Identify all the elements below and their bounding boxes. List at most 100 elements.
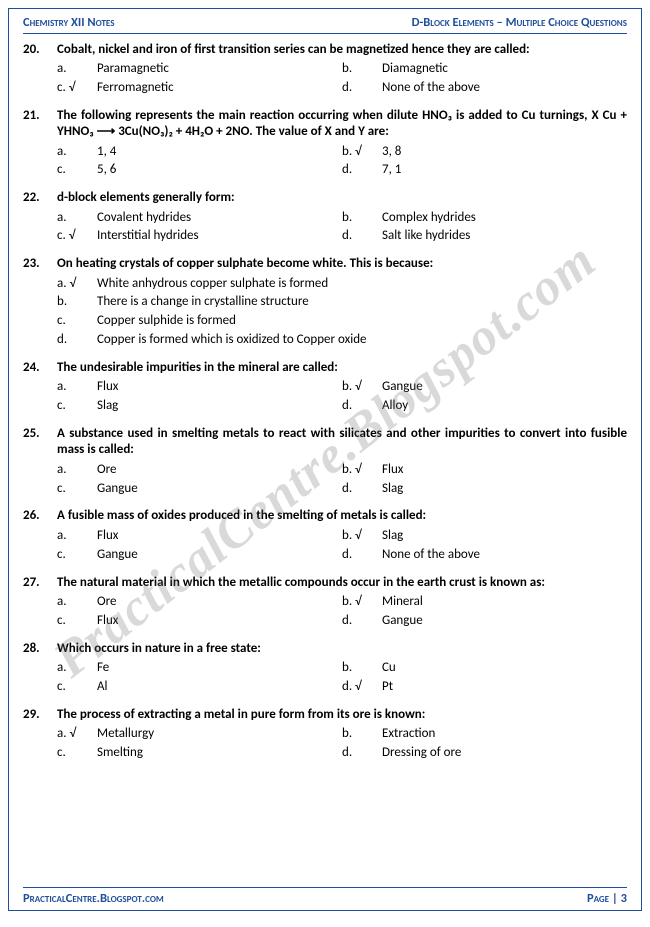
question-text: Which occurs in nature in a free state:	[57, 641, 627, 657]
question: 26.A fusible mass of oxides produced in …	[23, 508, 627, 563]
option-text: Alloy	[382, 398, 627, 415]
option-label: c.	[57, 613, 97, 630]
option-text: Dressing of ore	[382, 745, 627, 762]
option-label: b.	[342, 61, 382, 78]
option-label: c.	[57, 745, 97, 762]
option-label: d.	[342, 228, 382, 245]
option-label: a. √	[57, 726, 97, 743]
option-text: Mineral	[382, 594, 627, 611]
option: c.Copper sulphide is formed	[57, 313, 627, 330]
question-text: The natural material in which the metall…	[57, 575, 627, 591]
option-label: a.	[57, 660, 97, 677]
option: d.None of the above	[342, 80, 627, 97]
option: a. √Metallurgy	[57, 726, 342, 743]
question-number: 21.	[23, 108, 57, 179]
question-text: The undesirable impurities in the minera…	[57, 360, 627, 376]
page-frame: Chemistry XII Notes D-Block Elements – M…	[8, 8, 642, 911]
option: c.Flux	[57, 613, 342, 630]
option: c.Smelting	[57, 745, 342, 762]
option-text: 1, 4	[97, 144, 342, 161]
option-text: Ferromagnetic	[97, 80, 342, 97]
footer-right: Page | 3	[587, 891, 627, 906]
option-label: b. √	[342, 528, 382, 545]
question-text: Cobalt, nickel and iron of first transit…	[57, 42, 627, 58]
question-body: The process of extracting a metal in pur…	[57, 707, 627, 762]
option-label: c. √	[57, 228, 97, 245]
option: b. √Flux	[342, 462, 627, 479]
option: d.Gangue	[342, 613, 627, 630]
options-grid: a. √White anhydrous copper sulphate is f…	[57, 276, 627, 350]
question-body: Cobalt, nickel and iron of first transit…	[57, 42, 627, 97]
question: 28.Which occurs in nature in a free stat…	[23, 641, 627, 696]
option-text: There is a change in crystalline structu…	[97, 294, 627, 311]
option-label: b. √	[342, 594, 382, 611]
question-text: On heating crystals of copper sulphate b…	[57, 256, 627, 272]
question-number: 27.	[23, 575, 57, 630]
option-text: Cu	[382, 660, 627, 677]
option-text: Copper sulphide is formed	[97, 313, 627, 330]
option: d.Salt like hydrides	[342, 228, 627, 245]
option: c. √Ferromagnetic	[57, 80, 342, 97]
option: b.Extraction	[342, 726, 627, 743]
option-text: Diamagnetic	[382, 61, 627, 78]
option-label: d.	[342, 745, 382, 762]
question-number: 25.	[23, 426, 57, 497]
options-grid: a.Fluxb. √Ganguec.Slagd.Alloy	[57, 379, 627, 415]
question-number: 26.	[23, 508, 57, 563]
question-body: Which occurs in nature in a free state: a…	[57, 641, 627, 696]
question-text: A fusible mass of oxides produced in the…	[57, 508, 627, 524]
option-text: White anhydrous copper sulphate is forme…	[97, 276, 627, 293]
option-text: 5, 6	[97, 162, 342, 179]
option-label: d.	[342, 547, 382, 564]
option: a.Paramagnetic	[57, 61, 342, 78]
option-text: Slag	[382, 528, 627, 545]
option-label: d.	[342, 613, 382, 630]
question-body: The natural material in which the metall…	[57, 575, 627, 630]
option: c.5, 6	[57, 162, 342, 179]
option: b.Complex hydrides	[342, 210, 627, 227]
option-label: d.	[342, 162, 382, 179]
option: c.Gangue	[57, 547, 342, 564]
option-label: a.	[57, 379, 97, 396]
option: b. √Slag	[342, 528, 627, 545]
footer-left: PracticalCentre.Blogspot.com	[23, 891, 164, 906]
question-body: A fusible mass of oxides produced in the…	[57, 508, 627, 563]
option-text: 3, 8	[382, 144, 627, 161]
question: 25.A substance used in smelting metals t…	[23, 426, 627, 497]
option-label: a.	[57, 144, 97, 161]
option-text: Smelting	[97, 745, 342, 762]
option-text: Slag	[382, 481, 627, 498]
question: 20.Cobalt, nickel and iron of first tran…	[23, 42, 627, 97]
question-body: On heating crystals of copper sulphate b…	[57, 256, 627, 349]
option-text: Gangue	[382, 613, 627, 630]
option-text: Interstitial hydrides	[97, 228, 342, 245]
question-body: d-block elements generally form:a.Covale…	[57, 190, 627, 245]
option: c.Slag	[57, 398, 342, 415]
option-text: Ore	[97, 462, 342, 479]
option-label: a.	[57, 61, 97, 78]
options-grid: a.Paramagneticb.Diamagnetic c. √Ferromagn…	[57, 61, 627, 97]
option-label: b.	[57, 294, 97, 311]
option-label: d. √	[342, 679, 382, 696]
option-text: Salt like hydrides	[382, 228, 627, 245]
option-label: c. √	[57, 80, 97, 97]
option: b.There is a change in crystalline struc…	[57, 294, 627, 311]
question-text: d-block elements generally form:	[57, 190, 627, 206]
header-left: Chemistry XII Notes	[23, 15, 114, 30]
option-text: Flux	[382, 462, 627, 479]
option-text: Extraction	[382, 726, 627, 743]
option: d.Copper is formed which is oxidized to …	[57, 332, 627, 349]
option: a.Ore	[57, 462, 342, 479]
option-text: Paramagnetic	[97, 61, 342, 78]
option: c.Gangue	[57, 481, 342, 498]
options-grid: a.Fluxb. √Slagc.Gangued.None of the abov…	[57, 528, 627, 564]
page-footer: PracticalCentre.Blogspot.com Page | 3	[23, 887, 627, 906]
option: b. √3, 8	[342, 144, 627, 161]
questions-container: 20.Cobalt, nickel and iron of first tran…	[23, 42, 627, 887]
question-text: The process of extracting a metal in pur…	[57, 707, 627, 723]
option-text: Complex hydrides	[382, 210, 627, 227]
option-text: None of the above	[382, 80, 627, 97]
option-label: d.	[57, 332, 97, 349]
option-text: Ore	[97, 594, 342, 611]
question: 22.d-block elements generally form:a.Cov…	[23, 190, 627, 245]
